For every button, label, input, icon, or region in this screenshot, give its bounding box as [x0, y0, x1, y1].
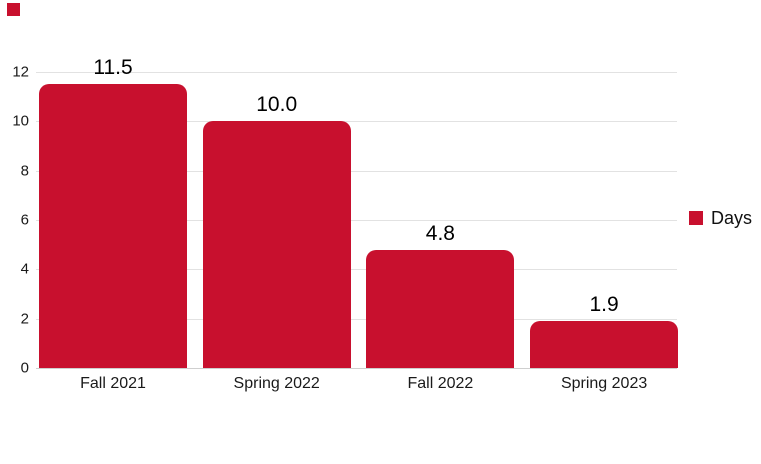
- gridline-y-6: [36, 220, 677, 221]
- legend-label: Days: [711, 208, 753, 228]
- legend-item-days[interactable]: Days: [689, 209, 752, 227]
- x-axis-label-3: Spring 2023: [560, 375, 648, 392]
- legend-swatch-icon: [689, 211, 703, 225]
- bar-fall-2022[interactable]: [366, 249, 515, 368]
- bar-spring-2022[interactable]: [202, 121, 351, 368]
- gridline-y-4: [36, 269, 677, 271]
- y-axis-tick-2: 2: [20, 310, 29, 328]
- y-axis-tick-4: 4: [20, 260, 29, 278]
- y-axis-tick-6: 6: [20, 211, 29, 229]
- y-axis-tick-8: 8: [20, 162, 29, 180]
- y-axis-tick-12: 12: [12, 63, 29, 81]
- value-label-2: 4.8: [425, 221, 455, 245]
- value-label-0: 11.5: [93, 56, 133, 80]
- x-axis-label-1: Spring 2022: [233, 375, 320, 392]
- x-axis-line: [36, 368, 677, 369]
- value-label-3: 1.9: [589, 293, 619, 317]
- bar-fall-2021[interactable]: [39, 84, 187, 368]
- gridline-y-12: [36, 72, 677, 73]
- x-axis-label-0: Fall 2021: [80, 375, 146, 392]
- y-axis-tick-0: 0: [20, 359, 29, 377]
- gridline-y-8: [36, 170, 677, 172]
- bar-spring-2023[interactable]: [530, 321, 679, 368]
- gridline-y-2: [36, 318, 677, 320]
- y-axis-tick-10: 10: [12, 112, 29, 130]
- value-label-1: 10.0: [256, 93, 298, 117]
- gridline-y-10: [36, 121, 677, 123]
- x-axis-label-2: Fall 2022: [407, 375, 474, 392]
- brand-mark-square: [7, 3, 20, 16]
- plot-area: 0 2 4 6 8 10 12 11.5 Fall 2021 10.0 Spring 2022 4.8…: [12, 57, 679, 392]
